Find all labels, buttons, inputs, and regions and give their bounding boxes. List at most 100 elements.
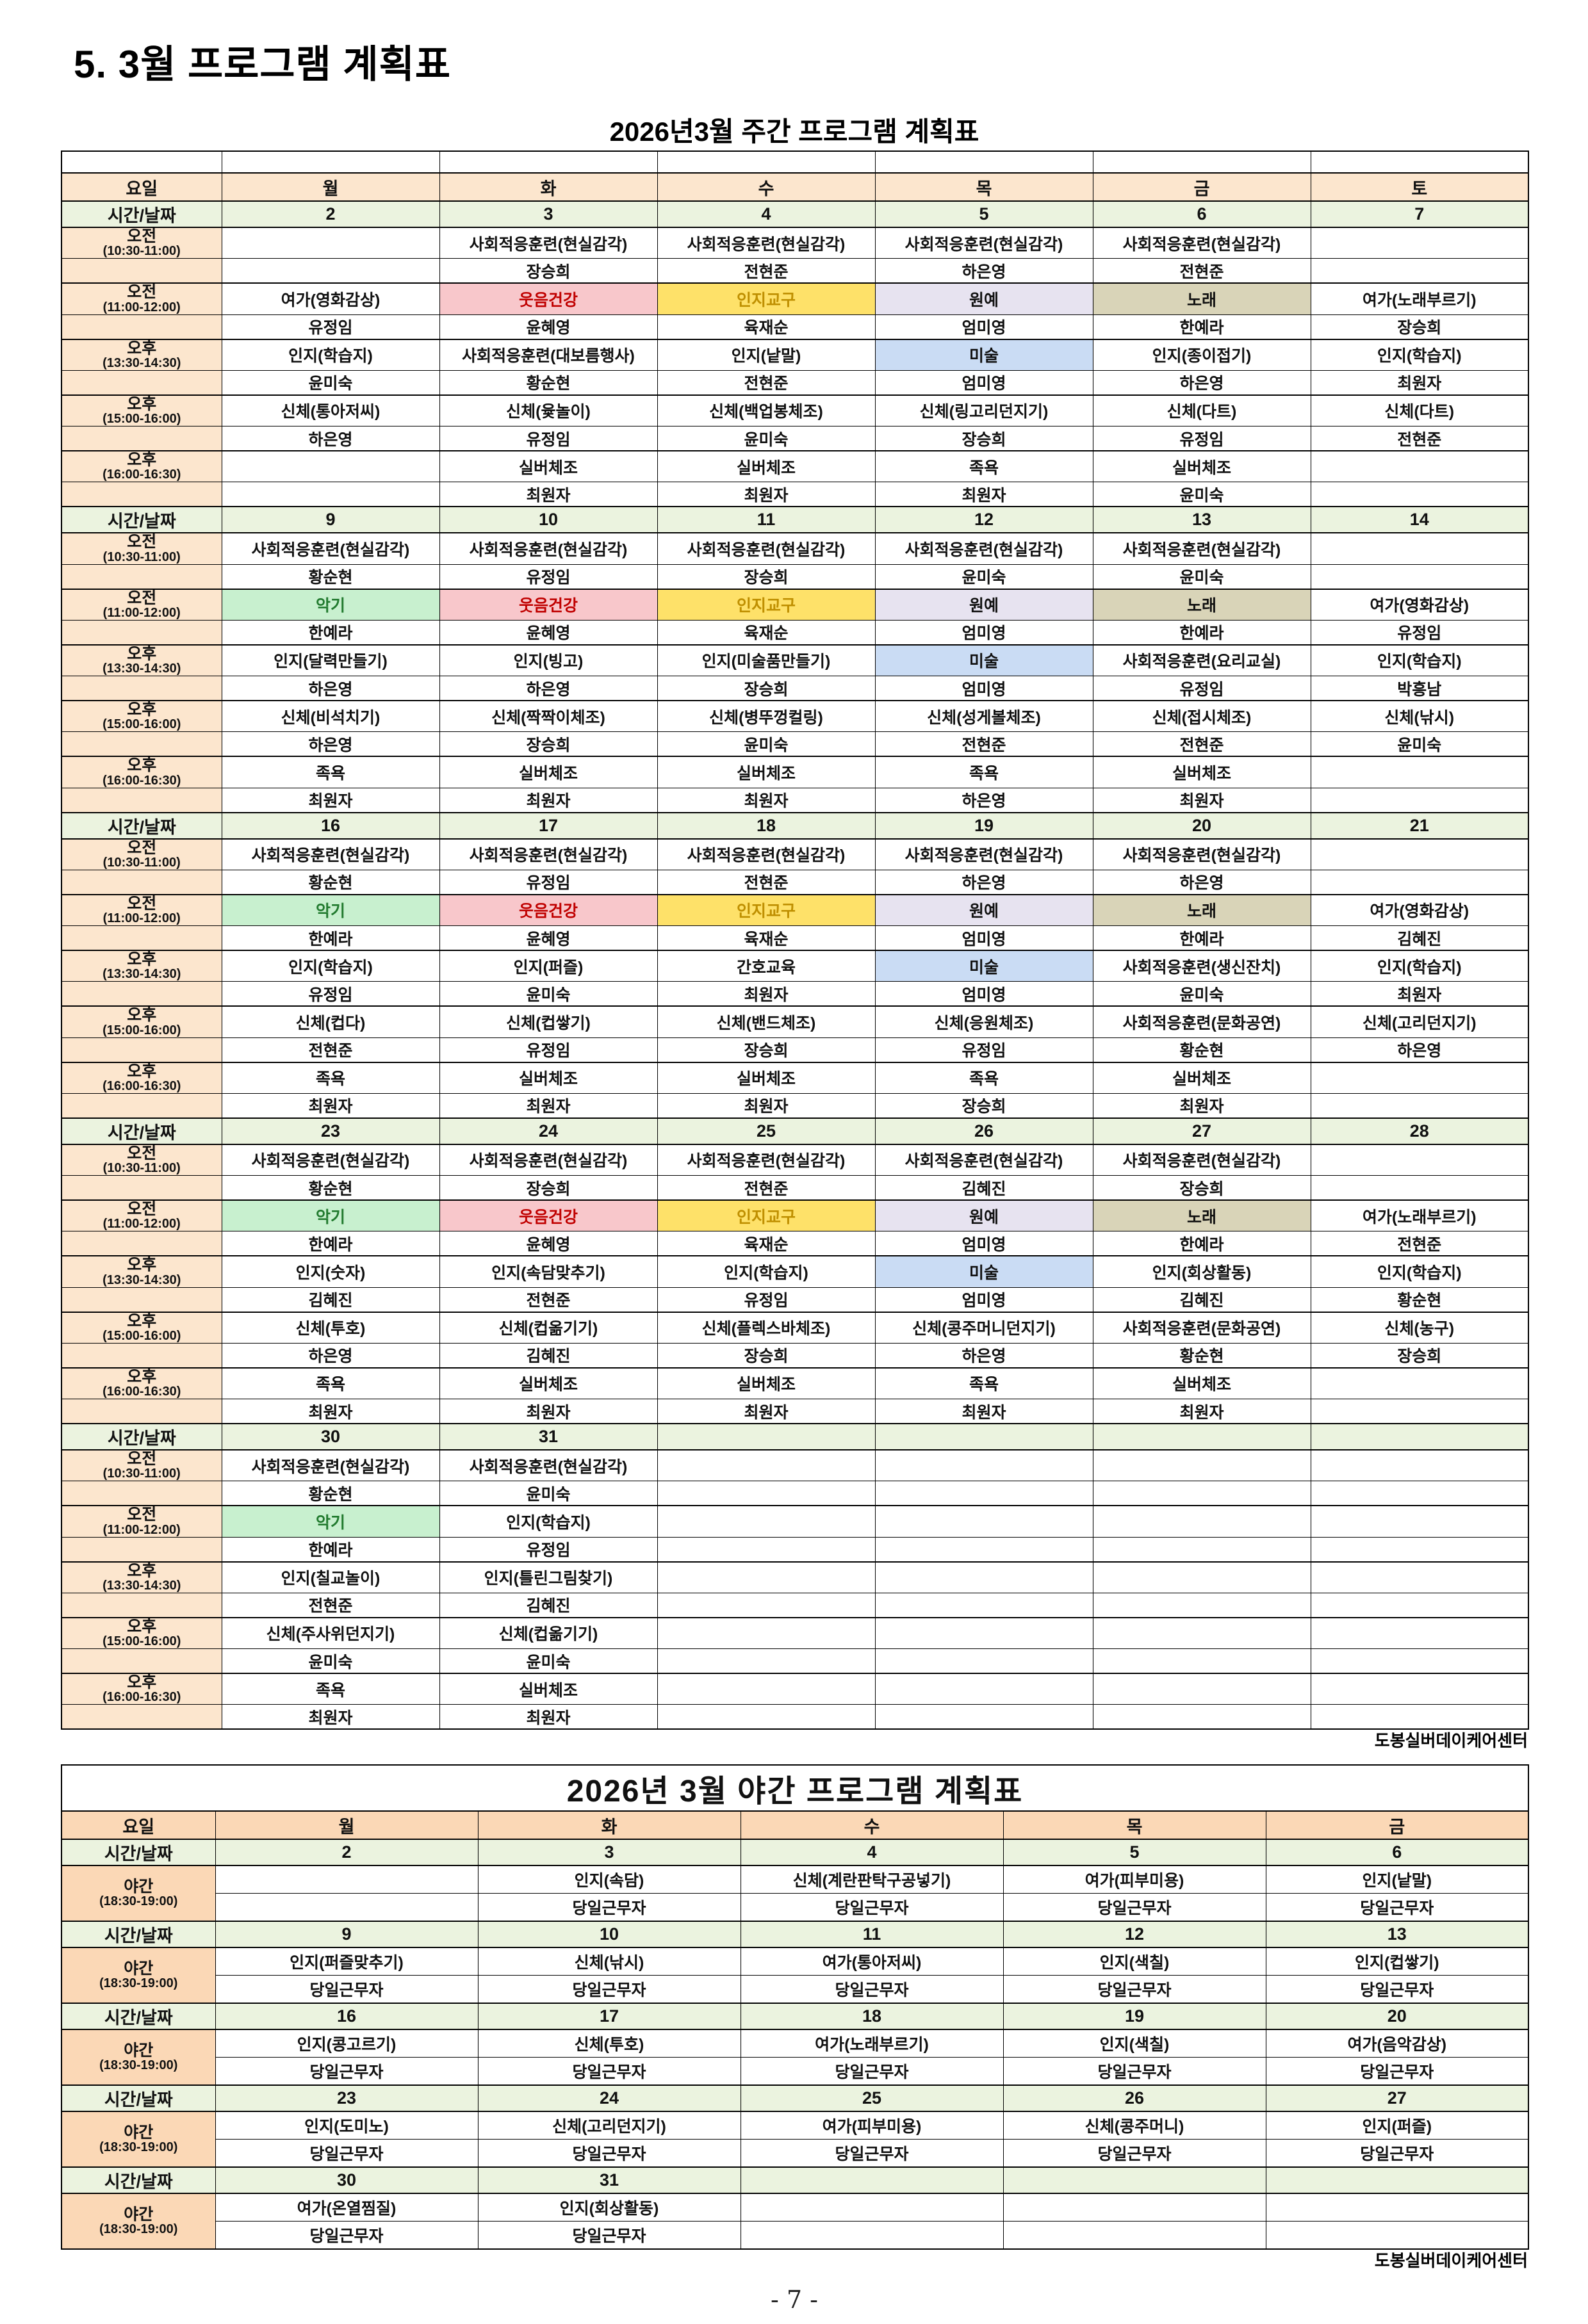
night-program-cell: 인지(낱말): [1265, 1865, 1529, 1894]
night-date-row: 시간/날짜 23 24 25 26 27: [61, 2084, 1529, 2113]
program-cell: 실버체조: [439, 450, 658, 483]
date-row-label: 시간/날짜: [61, 200, 222, 228]
teacher-cell: 전현준: [1310, 1231, 1529, 1257]
date-row-label: 시간/날짜: [61, 2003, 216, 2031]
program-cell: 실버체조: [657, 450, 876, 483]
night-date-row: 시간/날짜 2 3 4 5 6: [61, 1839, 1529, 1867]
night-program-cell: 인지(도미노): [215, 2111, 479, 2140]
program-cell: 인지교구: [657, 282, 876, 315]
teacher-cell: 전현준: [657, 258, 876, 284]
program-cell: [1310, 1449, 1529, 1482]
day-program-table: 요일 월 화 수 목 금 토 시간/날짜 2 3 4 5 6 7 오전 (10:30-11:00) 사회적응훈련…: [61, 150, 1529, 1730]
program-cell: 미술: [874, 1255, 1093, 1288]
night-program-cell: [215, 1865, 479, 1894]
night-worker-cell: 당일근무자: [215, 2057, 479, 2086]
night-date-row: 시간/날짜 30 31: [61, 2166, 1529, 2195]
program-cell: [1310, 227, 1529, 259]
program-cell: 웃음건강: [439, 1199, 658, 1232]
teacher-row: 한예라 유정임: [61, 1536, 1529, 1563]
teacher-cell: 육재순: [657, 619, 876, 646]
date-cell: 6: [1092, 200, 1311, 228]
program-cell: 여가(영화감상): [1310, 893, 1529, 926]
day-table-footer: 도봉실버데이케어센터: [1374, 1731, 1528, 1751]
time-slot-label: 오후 (13:30-14:30): [61, 950, 222, 982]
night-program-cell: [1003, 2193, 1266, 2222]
teacher-cell: 윤미숙: [874, 564, 1093, 590]
night-program-cell: 여가(음악감상): [1265, 2029, 1529, 2058]
time-slot-label: 오전 (10:30-11:00): [61, 1449, 222, 1482]
teacher-cell: 김혜진: [439, 1592, 658, 1618]
teacher-row: 한예라 윤혜영 육재순 엄미영 한예라 김혜진: [61, 925, 1529, 951]
teacher-cell: 최원자: [874, 1399, 1093, 1424]
date-row-label: 시간/날짜: [61, 1839, 216, 1867]
teacher-cell: [1310, 1648, 1529, 1674]
dow-cell: 토: [1310, 172, 1529, 202]
teacher-cell: [874, 1481, 1093, 1507]
teacher-cell: 하은영: [874, 787, 1093, 813]
date-row-label: 시간/날짜: [61, 506, 222, 534]
teacher-cell: 황순현: [1092, 1342, 1311, 1369]
program-row: 오후 (16:00-16:30) 족욕 실버체조 실버체조 족욕 실버체조: [61, 1367, 1529, 1399]
date-cell: [1092, 1423, 1311, 1450]
date-cell: [657, 1423, 876, 1450]
program-cell: 사회적응훈련(현실감각): [657, 227, 876, 259]
teacher-cell: 전현준: [657, 370, 876, 396]
program-cell: 사회적응훈련(현실감각): [439, 838, 658, 870]
teacher-cell: 엄미영: [874, 619, 1093, 646]
teacher-cell: 한예라: [1092, 314, 1311, 340]
night-program-row: 야간 (18:30-19:00) 인지(콩고르기) 신체(투호) 여가(노래부르기) 인지…: [61, 2029, 1529, 2086]
program-row: 오전 (11:00-12:00) 악기 인지(학습지): [61, 1505, 1529, 1538]
night-program-cell: 인지(속담): [477, 1865, 741, 1894]
program-cell: 실버체조: [1092, 1061, 1311, 1094]
date-row-label: 시간/날짜: [61, 2166, 216, 2195]
date-cell: 12: [1003, 1921, 1266, 1949]
night-worker-cell: 당일근무자: [1265, 1893, 1529, 1922]
teacher-cell: 최원자: [1310, 981, 1529, 1007]
program-cell: 사회적응훈련(요리교실): [1092, 644, 1311, 676]
program-row: 오후 (15:00-16:00) 신체(비석치기) 신체(짝짝이체조) 신체(병뚜껑컬링…: [61, 700, 1529, 733]
teacher-cell: 최원자: [1092, 1399, 1311, 1424]
teacher-cell: [1310, 258, 1529, 284]
night-worker-row: 당일근무자 당일근무자 당일근무자 당일근무자: [61, 1893, 1529, 1922]
date-cell: 17: [477, 2003, 741, 2031]
program-cell: 실버체조: [657, 1061, 876, 1094]
teacher-cell: 유정임: [1092, 426, 1311, 451]
teacher-row: 유정임 윤혜영 육재순 엄미영 한예라 장승희: [61, 314, 1529, 340]
program-cell: [1310, 1505, 1529, 1538]
program-row: 오후 (15:00-16:00) 신체(컵다) 신체(컵쌓기) 신체(밴드체조) 신체(응…: [61, 1005, 1529, 1038]
night-worker-cell: 당일근무자: [740, 2057, 1004, 2086]
program-row: 오전 (10:30-11:00) 사회적응훈련(현실감각) 사회적응훈련(현실감각) 사…: [61, 838, 1529, 870]
teacher-cell: 최원자: [439, 1704, 658, 1730]
teacher-cell: 하은영: [1310, 1037, 1529, 1063]
program-cell: 웃음건강: [439, 893, 658, 926]
dow-cell: 화: [477, 1810, 741, 1841]
program-row: 오후 (16:00-16:30) 족욕 실버체조 실버체조 족욕 실버체조: [61, 756, 1529, 788]
teacher-cell: 하은영: [221, 676, 440, 701]
program-cell: 인지(틀린그림찾기): [439, 1561, 658, 1593]
program-cell: 족욕: [874, 756, 1093, 788]
teacher-cell: 최원자: [657, 1093, 876, 1119]
date-cell: 11: [740, 1921, 1004, 1949]
program-cell: 실버체조: [1092, 756, 1311, 788]
date-cell: [1310, 1423, 1529, 1450]
program-cell: 신체(컵다): [221, 1005, 440, 1038]
program-cell: 인지(종이접기): [1092, 338, 1311, 371]
teacher-cell: 황순현: [1092, 1037, 1311, 1063]
teacher-cell: 최원자: [1092, 1093, 1311, 1119]
page-heading: 5. 3월 프로그램 계획표: [74, 43, 452, 86]
teacher-cell: 윤미숙: [439, 1648, 658, 1674]
program-cell: 악기: [221, 1505, 440, 1538]
teacher-cell: 최원자: [657, 482, 876, 508]
teacher-cell: [657, 1704, 876, 1730]
teacher-row: 유정임 윤미숙 최원자 엄미영 윤미숙 최원자: [61, 981, 1529, 1007]
teacher-cell: [1092, 1592, 1311, 1618]
night-program-row: 야간 (18:30-19:00) 인지(퍼즐맞추기) 신체(낚시) 여가(통아저씨) 인지…: [61, 1947, 1529, 2004]
night-day-of-week-row: 요일 월 화 수 목 금: [61, 1810, 1529, 1841]
program-cell: 족욕: [221, 1673, 440, 1705]
program-cell: [1310, 532, 1529, 565]
teacher-cell: [1310, 1704, 1529, 1730]
program-row: 오후 (13:30-14:30) 인지(학습지) 사회적응훈련(대보름행사) 인지(낱말…: [61, 338, 1529, 371]
teacher-cell: 유정임: [439, 426, 658, 451]
program-cell: 인지(회상활동): [1092, 1255, 1311, 1288]
program-cell: 원예: [874, 893, 1093, 926]
